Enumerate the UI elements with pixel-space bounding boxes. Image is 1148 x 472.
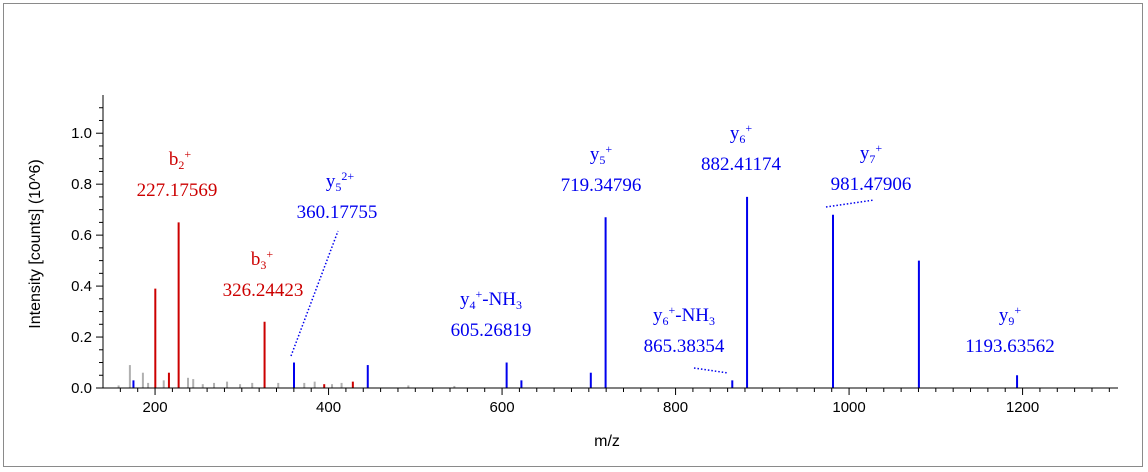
peak-layer [117,196,1019,388]
ion-mass: 605.26819 [451,320,532,341]
annotation-y6: y6+ 882.41174 [701,121,782,175]
peak-annotations: b2+ 227.17569 b3+ 326.24423 y52+ 360.17755 y4+… [137,121,1055,357]
x-tick-label: 1200 [1006,399,1039,416]
ion-mass: 719.34796 [561,175,642,196]
y-tick-label: 0.4 [71,278,92,295]
leader-line [290,230,339,357]
ion-mass: 882.41174 [701,154,782,175]
ion-label: y9+ [999,303,1022,328]
y-tick-label: 0.2 [71,329,92,346]
ion-mass: 865.38354 [644,336,725,357]
y-tick-label: 0.8 [71,176,92,193]
leader-line [825,199,875,208]
x-tick-label: 800 [663,399,688,416]
y-axis-title: Intensity [counts] (10^6) [27,159,44,328]
ion-label: y6+ [730,121,753,146]
ion-label: y5+ [590,142,613,167]
annotation-y6: y6+-NH3 865.38354 [644,303,725,357]
ion-label: y6+-NH3 [653,303,715,328]
annotation-y4: y4+-NH3 605.26819 [451,287,532,341]
ion-mass: 360.17755 [297,202,378,223]
ion-label: b3+ [251,247,274,272]
ion-label: y52+ [326,169,355,194]
ion-mass: 326.24423 [223,280,304,301]
y-tick-label: 1.0 [71,125,92,142]
axes: 200 400 600 800 1000 1200 0.0 0.2 0.4 0.6 0.8 1.0 [71,95,1118,416]
ion-mass: 227.17569 [137,180,218,201]
annotation-y5: y5+ 719.34796 [561,142,642,196]
x-tick-label: 400 [316,399,341,416]
ion-mass: 1193.63562 [965,336,1055,357]
annotation-b2: b2+ 227.17569 [137,147,218,201]
x-axis-title: m/z [594,433,620,450]
annotation-b3: b3+ 326.24423 [223,247,304,301]
ion-label: y4+-NH3 [460,287,522,312]
annotation-y9: y9+ 1193.63562 [965,303,1055,357]
x-tick-label: 1000 [832,399,865,416]
x-tick-label: 600 [490,399,515,416]
ion-label: y7+ [860,141,883,166]
leader-line [693,367,729,374]
annotation-y5: y52+ 360.17755 [297,169,378,223]
leader-lines [290,199,875,374]
ion-mass: 981.47906 [831,174,912,195]
y-tick-label: 0.6 [71,227,92,244]
x-tick-label: 200 [143,399,168,416]
ion-label: b2+ [169,147,192,172]
y-tick-label: 0.0 [71,380,92,397]
annotation-y7: y7+ 981.47906 [831,141,912,195]
